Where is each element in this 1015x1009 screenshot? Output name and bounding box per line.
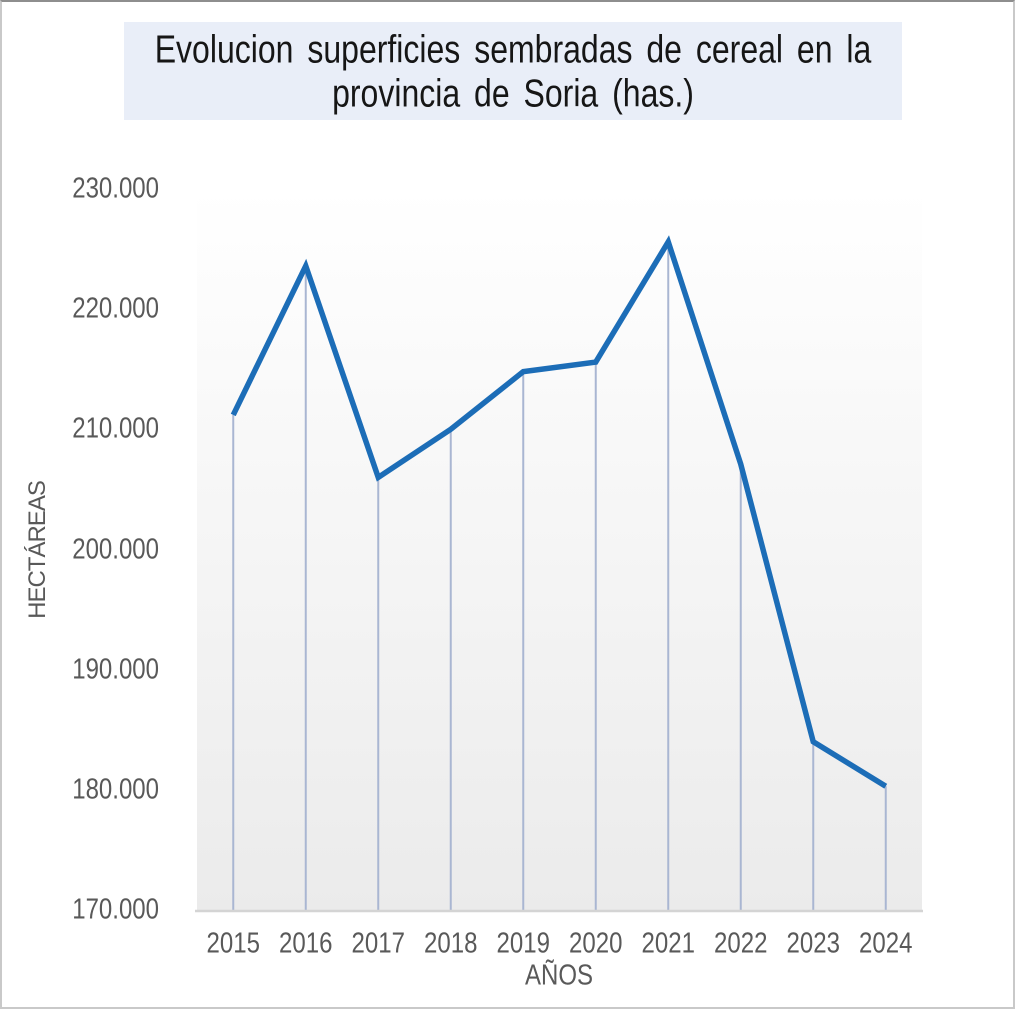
y-tick-label: 170.000 [42,893,159,926]
x-tick-label: 2017 [338,927,418,960]
x-tick-label: 2024 [846,927,926,960]
chart-title-line-1: Evolucion superficies sembradas de cerea… [154,27,872,71]
x-tick-label-text: 2019 [496,927,550,960]
y-tick-label-text: 170.000 [72,893,159,926]
x-tick-label-text: 2016 [279,927,333,960]
x-tick-label: 2018 [411,927,491,960]
x-tick-label-text: 2015 [206,927,260,960]
y-tick-label-text: 190.000 [72,652,159,686]
x-tick-label-text: 2023 [786,927,840,960]
x-tick-label-text: 2020 [569,927,623,960]
x-tick-label-text: 2018 [424,927,478,960]
x-tick-label-text: 2024 [859,927,913,960]
y-tick-label-text: 210.000 [72,412,159,445]
y-tick-label: 190.000 [42,652,159,686]
x-tick-label-text: 2017 [351,927,405,960]
x-tick-label-text: 2022 [714,927,768,960]
y-tick-label: 180.000 [42,773,159,806]
x-axis-title: AÑOS [524,959,593,992]
y-tick-label-text: 180.000 [72,773,159,806]
y-axis-title: HECTÁREAS [24,481,51,619]
y-tick-label: 230.000 [42,172,159,205]
x-tick-label: 2023 [773,927,853,960]
y-tick-label: 220.000 [42,292,159,325]
x-tick-label: 2016 [266,927,346,960]
y-tick-label-text: 200.000 [72,532,159,566]
y-tick-label-text: 220.000 [72,292,159,325]
data-line [230,235,888,789]
chart-title-line-2: provincia de Soria (has.) [332,71,694,115]
x-tick-label: 2015 [193,927,273,960]
chart-title: Evolucion superficies sembradas de cerea… [124,22,902,120]
x-tick-label: 2021 [628,927,708,960]
x-tick-label-text: 2021 [641,927,695,960]
y-tick-label: 200.000 [42,532,159,566]
y-tick-label: 210.000 [42,412,159,445]
x-tick-label: 2019 [483,927,563,960]
y-tick-label-text: 230.000 [72,172,159,205]
x-tick-label: 2022 [701,927,781,960]
x-tick-label: 2020 [556,927,636,960]
